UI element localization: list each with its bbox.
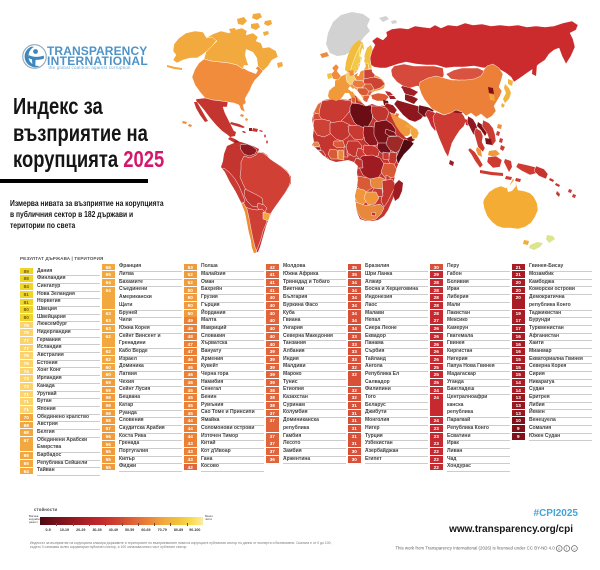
svg-text:i: i [566, 546, 567, 551]
svg-text:c: c [558, 546, 561, 551]
svg-text:=: = [573, 546, 576, 551]
